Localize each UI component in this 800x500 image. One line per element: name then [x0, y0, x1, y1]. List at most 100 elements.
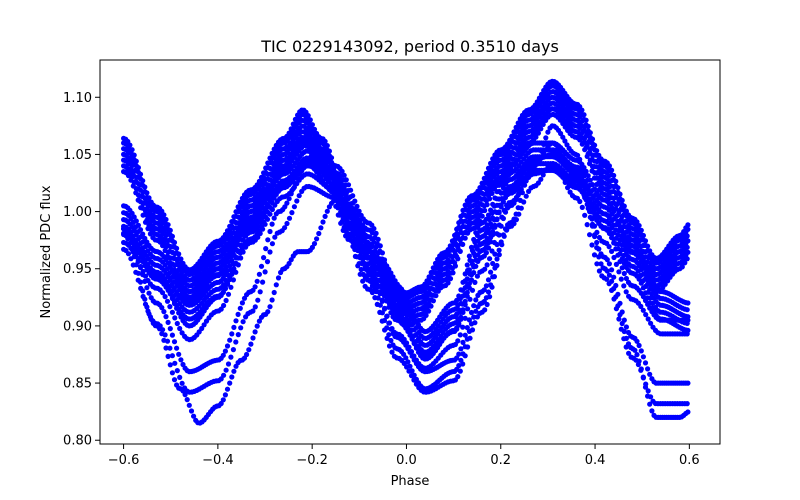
- data-point: [647, 401, 653, 407]
- data-point: [377, 277, 383, 283]
- data-point: [258, 174, 265, 180]
- data-point: [267, 155, 273, 161]
- data-point: [502, 226, 509, 232]
- data-point: [455, 374, 461, 380]
- data-point: [227, 223, 233, 229]
- data-point: [127, 142, 133, 148]
- data-point: [140, 178, 146, 184]
- data-point: [148, 316, 154, 322]
- data-point: [684, 307, 690, 313]
- data-point: [617, 191, 623, 197]
- data-point: [498, 202, 504, 208]
- data-point: [174, 320, 180, 327]
- data-point: [492, 251, 498, 257]
- data-point: [381, 317, 388, 324]
- data-point: [685, 300, 691, 306]
- data-point: [462, 344, 468, 350]
- data-point: [133, 190, 139, 196]
- data-point: [490, 274, 496, 280]
- data-point: [258, 215, 265, 221]
- data-point: [460, 241, 466, 247]
- y-tick-label: 0.90: [63, 319, 92, 334]
- data-point: [384, 298, 390, 304]
- data-point: [159, 331, 165, 337]
- data-point: [592, 233, 598, 240]
- data-point: [490, 156, 496, 162]
- data-point: [456, 351, 462, 357]
- data-point: [135, 270, 141, 276]
- data-point: [233, 318, 239, 324]
- data-point: [487, 256, 493, 262]
- data-point: [295, 176, 301, 182]
- data-point: [643, 312, 649, 318]
- data-point: [494, 217, 500, 223]
- data-point: [324, 143, 330, 149]
- data-point: [322, 213, 328, 219]
- data-point: [176, 251, 182, 257]
- data-point: [640, 354, 647, 360]
- data-point: [167, 304, 173, 310]
- data-point: [457, 332, 463, 338]
- data-point: [233, 209, 239, 215]
- data-point: [560, 154, 566, 160]
- data-point: [606, 261, 613, 267]
- data-point: [577, 178, 583, 184]
- data-point: [466, 267, 472, 273]
- data-point: [490, 232, 496, 238]
- data-point: [167, 362, 173, 368]
- data-point: [135, 165, 141, 171]
- data-point: [452, 263, 458, 269]
- data-point: [464, 289, 470, 296]
- data-point: [555, 165, 561, 171]
- data-point: [433, 293, 439, 299]
- data-point: [176, 351, 182, 357]
- data-point: [324, 208, 330, 214]
- data-point: [636, 342, 642, 349]
- data-point: [250, 335, 256, 341]
- data-point: [230, 277, 236, 283]
- data-point: [494, 241, 500, 248]
- data-point: [616, 269, 622, 275]
- data-point: [174, 245, 180, 251]
- data-point: [621, 270, 627, 277]
- data-point: [613, 261, 620, 267]
- data-point: [176, 310, 182, 316]
- data-point: [160, 243, 166, 249]
- data-point: [182, 392, 188, 398]
- data-point: [465, 306, 471, 312]
- y-tick-label: 1.10: [63, 91, 92, 106]
- data-point: [222, 392, 228, 398]
- data-point: [490, 260, 496, 267]
- data-point: [358, 254, 364, 260]
- data-point: [645, 301, 651, 307]
- data-point: [165, 222, 171, 228]
- data-point: [642, 297, 649, 304]
- data-point: [271, 289, 277, 296]
- data-point: [340, 227, 346, 233]
- data-point: [371, 239, 377, 245]
- data-point: [240, 319, 246, 325]
- data-point: [535, 180, 542, 186]
- data-point: [611, 254, 617, 261]
- data-point: [269, 221, 275, 227]
- data-point: [577, 137, 583, 143]
- data-point: [685, 238, 691, 244]
- data-point: [626, 350, 632, 356]
- data-point: [498, 239, 504, 245]
- data-point: [472, 279, 478, 285]
- data-point: [224, 343, 231, 349]
- data-point: [477, 185, 483, 191]
- data-point: [636, 223, 642, 229]
- data-point: [161, 278, 167, 284]
- data-point: [407, 332, 413, 338]
- data-point: [350, 222, 356, 228]
- data-point: [526, 169, 532, 175]
- data-point: [606, 230, 613, 236]
- data-point: [636, 276, 642, 282]
- data-point: [292, 116, 298, 122]
- data-point: [165, 286, 171, 292]
- data-point: [606, 163, 613, 169]
- data-point: [515, 192, 521, 198]
- data-point: [484, 262, 490, 268]
- data-point: [223, 297, 229, 304]
